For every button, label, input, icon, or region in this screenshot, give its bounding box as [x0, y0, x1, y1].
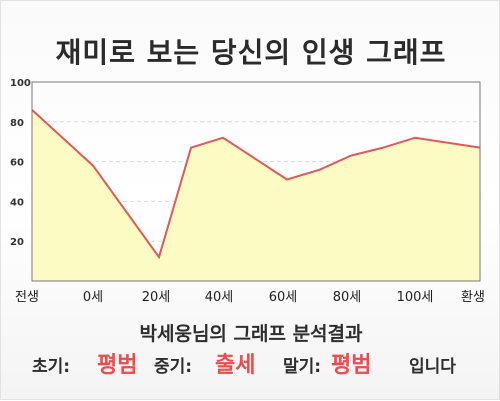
middle-value: 출세 [215, 353, 256, 378]
x-tick-label: 20세 [142, 290, 171, 305]
x-tick-label: 전생 [15, 290, 39, 305]
x-tick-label: 60세 [269, 290, 298, 305]
y-tick-label: 20 [10, 237, 24, 248]
x-tick-label: 100세 [397, 290, 434, 305]
y-tick-label: 80 [10, 118, 24, 129]
analysis-summary: 박세웅님의 그래프 분석결과 [139, 323, 363, 345]
middle-label: 중기: [154, 357, 193, 377]
x-tick-label: 0세 [83, 290, 103, 305]
chart-title: 재미로 보는 당신의 인생 그래프 [55, 36, 447, 69]
late-label: 말기: [283, 357, 322, 377]
x-tick-label: 40세 [205, 290, 234, 305]
early-value: 평범 [97, 353, 138, 378]
result-suffix: 입니다 [409, 357, 456, 377]
y-tick-label: 40 [10, 197, 24, 208]
y-tick-label: 60 [10, 158, 24, 169]
area-fill [32, 109, 480, 281]
series-line [31, 109, 481, 260]
y-axis-ticks: 20 40 60 80 100 [10, 78, 31, 248]
x-axis-ticks: 전생 0세 20세 40세 60세 80세 100세 환생 [15, 290, 485, 305]
y-tick-label: 100 [10, 78, 31, 89]
x-tick-label: 환생 [461, 290, 485, 305]
early-label: 초기: [32, 357, 71, 377]
late-value: 평범 [331, 353, 372, 378]
plot-frame [31, 81, 481, 282]
x-tick-label: 80세 [333, 290, 362, 305]
